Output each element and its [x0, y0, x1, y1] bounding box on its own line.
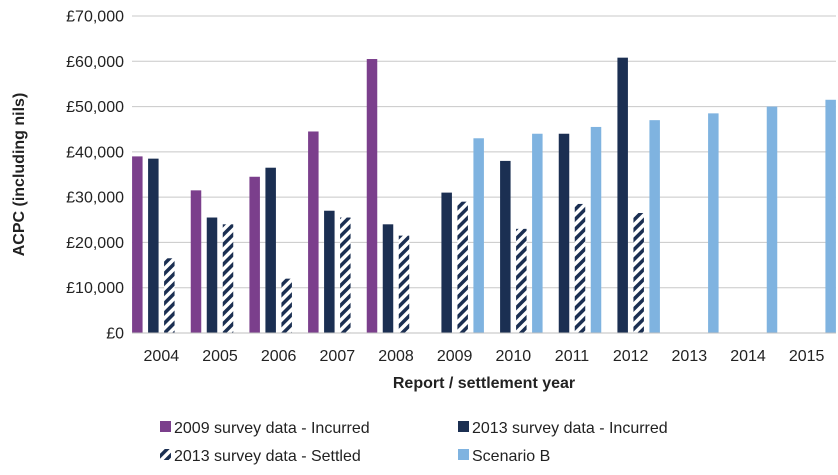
- bar-scenario-b-2009: [473, 138, 484, 333]
- bar-2013-survey-data-settled-2011: [574, 203, 586, 333]
- y-tick-label: £20,000: [66, 235, 124, 252]
- bar-2013-survey-data-settled-2004: [164, 258, 175, 333]
- x-axis-title: Report / settlement year: [393, 375, 575, 392]
- bar-2013-survey-data-settled-2012: [633, 212, 644, 333]
- bars: [132, 57, 836, 334]
- x-tick-label: 2012: [613, 348, 649, 365]
- x-tick-label: 2009: [437, 348, 473, 365]
- y-tick-label: £30,000: [66, 190, 124, 207]
- bar-2009-survey-data-incurred-2005: [190, 190, 202, 333]
- y-tick-labels: £0 £10,000 £20,000 £30,000 £40,000 £50,000 £60…: [66, 9, 124, 343]
- bar-2013-survey-data-incurred-2008: [382, 224, 394, 333]
- bar-2013-survey-data-settled-2007: [340, 217, 351, 333]
- bar-2013-survey-data-settled-2008: [398, 235, 410, 333]
- bar-scenario-b-2012: [649, 120, 660, 333]
- bar-scenario-b-2013: [708, 113, 719, 333]
- legend: 2009 survey data - Incurred 2013 survey d…: [160, 420, 668, 465]
- bar-scenario-b-2011: [590, 126, 602, 333]
- bar-scenario-b-2015: [825, 99, 836, 333]
- x-tick-label: 2014: [730, 348, 766, 365]
- bar-2013-survey-data-settled-2010: [516, 228, 527, 333]
- bar-2013-survey-data-settled-2009: [457, 201, 468, 333]
- x-tick-label: 2008: [378, 348, 414, 365]
- bar-2013-survey-data-settled-2006: [281, 278, 292, 333]
- bar-2013-survey-data-incurred-2010: [500, 160, 511, 333]
- x-tick-label: 2011: [555, 348, 590, 365]
- x-tick-label: 2007: [320, 348, 356, 365]
- bar-2013-survey-data-incurred-2005: [206, 217, 218, 333]
- bar-2013-survey-data-incurred-2006: [265, 167, 276, 333]
- bar-2009-survey-data-incurred-2007: [308, 131, 319, 333]
- bar-2009-survey-data-incurred-2008: [366, 59, 378, 334]
- x-tick-label: 2013: [672, 348, 708, 365]
- y-tick-label: £70,000: [66, 9, 124, 26]
- bar-2013-survey-data-settled-2005: [222, 224, 234, 333]
- bar-scenario-b-2010: [532, 133, 543, 333]
- y-tick-label: £10,000: [66, 280, 124, 297]
- bar-scenario-b-2014: [766, 106, 778, 333]
- gridlines: [132, 15, 836, 289]
- y-tick-label: £60,000: [66, 54, 124, 71]
- bar-2013-survey-data-incurred-2012: [617, 57, 628, 333]
- bar-2009-survey-data-incurred-2004: [132, 156, 143, 333]
- y-tick-label: £50,000: [66, 99, 124, 116]
- bar-2013-survey-data-incurred-2011: [558, 133, 570, 333]
- legend-swatch: [458, 421, 469, 432]
- legend-label: Scenario B: [472, 448, 550, 465]
- bar-2013-survey-data-incurred-2009: [441, 192, 452, 333]
- x-tick-label: 2004: [144, 348, 180, 365]
- bar-2013-survey-data-incurred-2007: [324, 210, 335, 333]
- y-axis-title: ACPC (including nils): [11, 93, 28, 257]
- x-tick-label: 2010: [496, 348, 532, 365]
- x-tick-labels: 2004 2005 2006 2007 2008 2009 2010 2011 2012 2013…: [144, 348, 825, 365]
- legend-label: 2013 survey data - Incurred: [472, 420, 668, 437]
- legend-swatch: [458, 449, 469, 460]
- y-tick-label: £40,000: [66, 144, 124, 161]
- x-tick-label: 2015: [789, 348, 825, 365]
- y-tick-label: £0: [106, 326, 124, 343]
- legend-label: 2009 survey data - Incurred: [174, 420, 370, 437]
- bar-2013-survey-data-incurred-2004: [148, 158, 159, 333]
- legend-swatch: [160, 421, 171, 432]
- bar-2009-survey-data-incurred-2006: [249, 176, 260, 333]
- x-tick-label: 2005: [202, 348, 238, 365]
- legend-swatch: [160, 449, 171, 460]
- legend-label: 2013 survey data - Settled: [174, 448, 361, 465]
- x-tick-label: 2006: [261, 348, 297, 365]
